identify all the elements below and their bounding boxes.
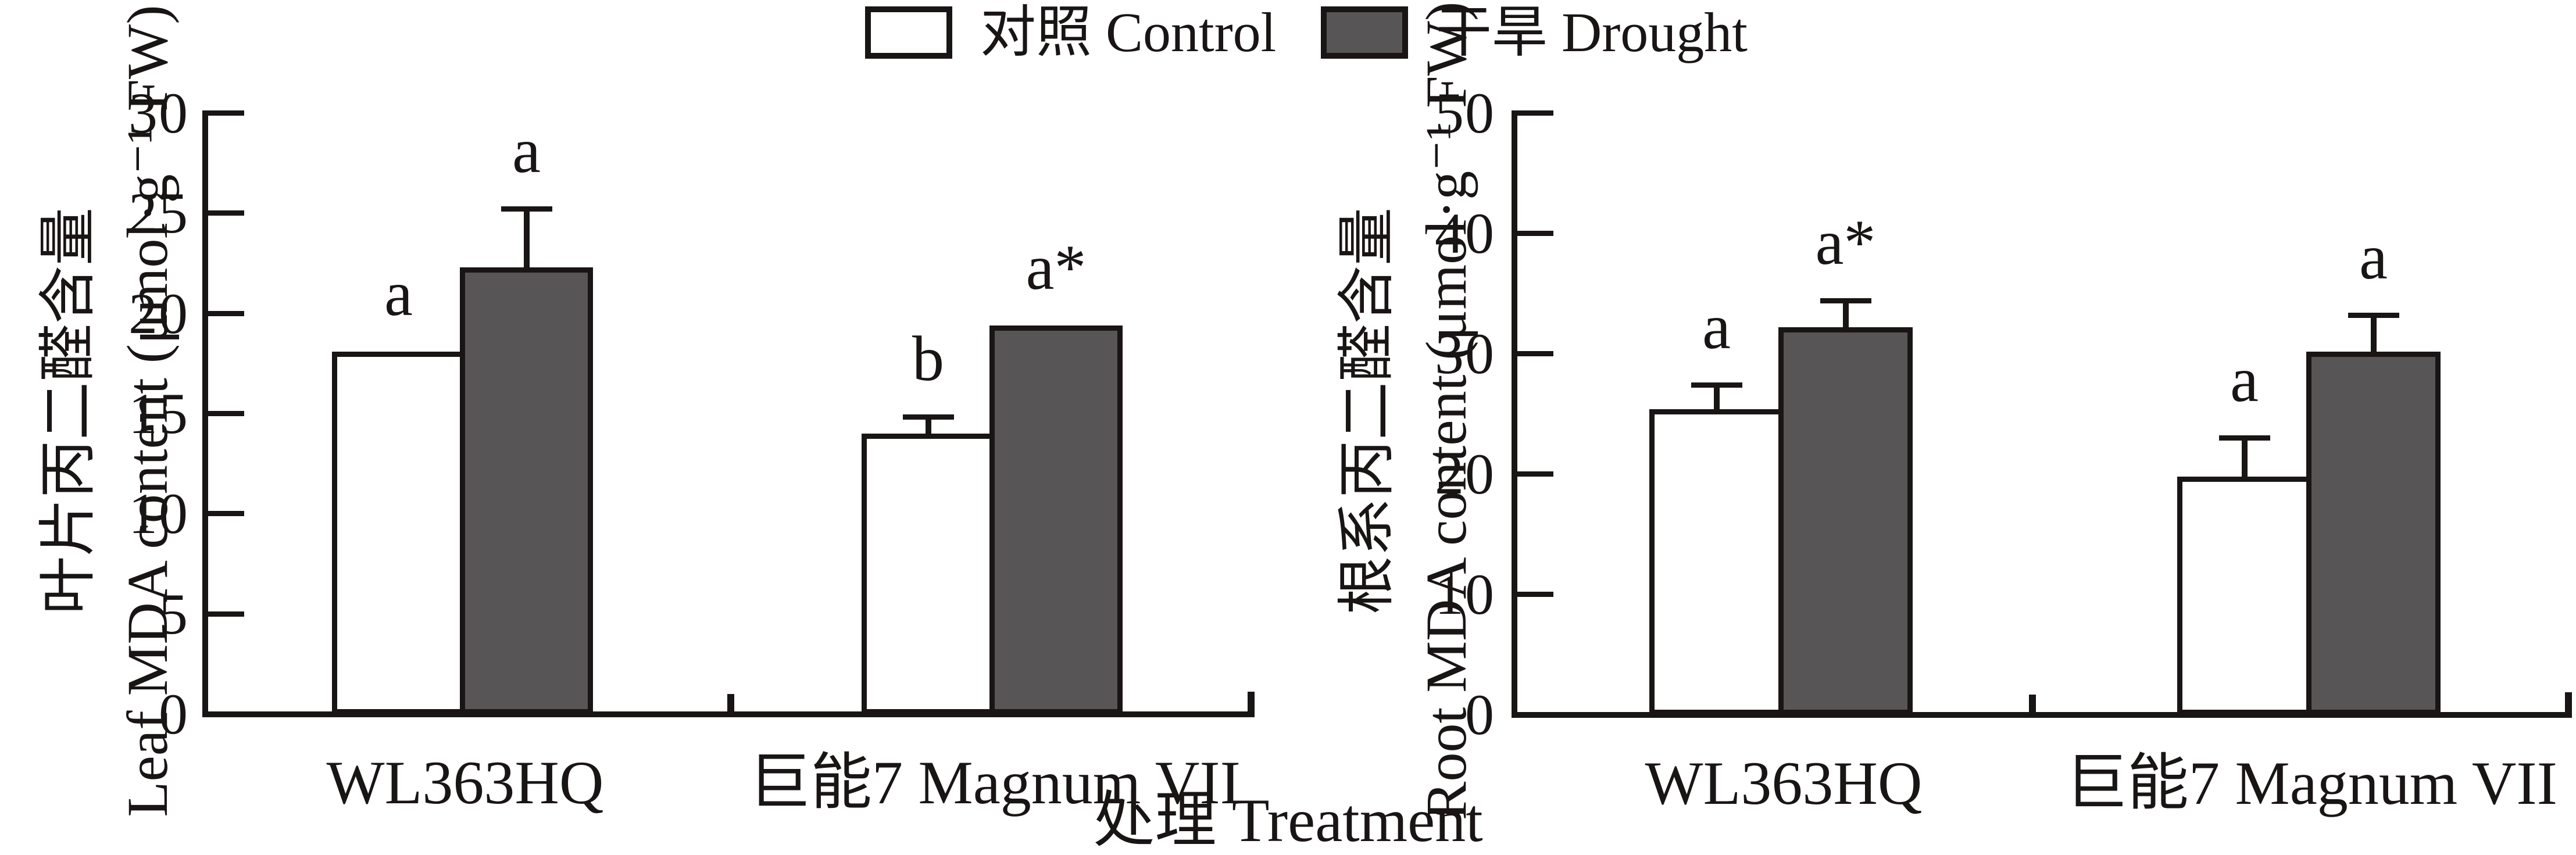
y-tick-label: 25 — [128, 181, 189, 245]
y-tick-label: 10 — [1435, 562, 1495, 627]
legend-label-control: 对照 Control — [980, 1, 1277, 63]
y-axis-title-zh: 叶片丙二醛含量 — [36, 208, 101, 614]
error-bar-whisker — [1842, 300, 1849, 327]
y-tick-label: 5 — [159, 582, 189, 646]
error-bar-cap — [501, 206, 552, 212]
y-tick-mark — [208, 210, 244, 216]
y-tick-label: 0 — [159, 682, 189, 746]
error-bar-cap — [902, 414, 954, 420]
error-bar-whisker — [925, 417, 931, 434]
error-bar-whisker — [2241, 438, 2248, 477]
significance-label: a — [1702, 291, 1731, 362]
error-bar-whisker — [523, 209, 530, 267]
x-axis-end-tick — [1248, 692, 1255, 711]
y-tick-label: 20 — [128, 281, 189, 346]
x-axis — [202, 711, 1255, 717]
y-tick-label: 15 — [128, 381, 189, 446]
x-axis — [1512, 712, 2572, 718]
error-bar-whisker — [2370, 315, 2377, 352]
legend-label-drought: 干旱 Drought — [1436, 1, 1748, 63]
control-bar — [1649, 409, 1784, 715]
y-tick-mark — [208, 511, 244, 516]
y-tick-mark — [208, 110, 244, 116]
category-label: 巨能7 Magnum VII — [2066, 749, 2557, 817]
legend-item-drought: 干旱 Drought — [1321, 2, 1748, 63]
y-axis — [202, 110, 208, 717]
y-axis-title-en: Root MDA content (μmol·g⁻¹ FW) — [1414, 1, 1478, 821]
control-bar — [332, 352, 465, 714]
error-bar-cap — [1691, 382, 1742, 388]
y-tick-mark — [1517, 110, 1553, 116]
control-bar — [2177, 477, 2311, 715]
error-bar-cap — [2218, 435, 2270, 441]
y-tick-mark — [1517, 351, 1553, 356]
drought-bar — [1778, 327, 1913, 715]
y-tick-mark — [208, 411, 244, 416]
y-tick-label: 30 — [1435, 321, 1495, 386]
y-tick-label: 40 — [1435, 201, 1495, 266]
y-tick-label: 20 — [1435, 442, 1495, 506]
y-tick-mark — [1517, 592, 1553, 597]
category-label: WL363HQ — [1645, 749, 1923, 817]
error-bar-cap — [2348, 313, 2399, 318]
y-tick-label: 50 — [1435, 81, 1495, 145]
significance-label: a* — [1026, 232, 1087, 303]
y-tick-label: 10 — [128, 481, 189, 546]
significance-label: a* — [1815, 207, 1876, 278]
y-tick-mark — [208, 611, 244, 617]
significance-label: b — [912, 323, 944, 394]
significance-label: a — [2359, 221, 2388, 292]
y-axis-title-zh: 根系丙二醛含量 — [1335, 208, 1399, 614]
category-label: WL363HQ — [326, 749, 604, 817]
category-divider-tick — [2029, 695, 2036, 712]
y-axis — [1512, 110, 1517, 718]
control-bar — [862, 434, 995, 714]
significance-label: a — [512, 115, 541, 186]
drought-bar — [2306, 352, 2441, 715]
control-swatch — [865, 6, 952, 59]
error-bar-whisker — [1713, 385, 1720, 409]
y-tick-mark — [1517, 231, 1553, 236]
y-tick-label: 0 — [1465, 682, 1495, 747]
drought-swatch — [1321, 6, 1408, 59]
y-tick-mark — [208, 311, 244, 316]
drought-bar — [989, 325, 1123, 714]
category-label: 巨能7 Magnum VII — [749, 749, 1241, 817]
x-axis-title: 处理 Treatment — [1093, 786, 1483, 854]
significance-label: a — [384, 258, 413, 329]
y-axis-title-en: Leaf MDA content (μmol·g⁻¹ FW) — [115, 5, 180, 817]
drought-bar — [460, 267, 593, 714]
x-axis-end-tick — [2565, 692, 2572, 712]
category-divider-tick — [727, 694, 734, 711]
legend-item-control: 对照 Control — [865, 2, 1276, 63]
error-bar-cap — [1820, 298, 1871, 303]
y-tick-label: 30 — [128, 81, 189, 145]
y-tick-mark — [1517, 471, 1553, 477]
significance-label: a — [2230, 344, 2259, 415]
